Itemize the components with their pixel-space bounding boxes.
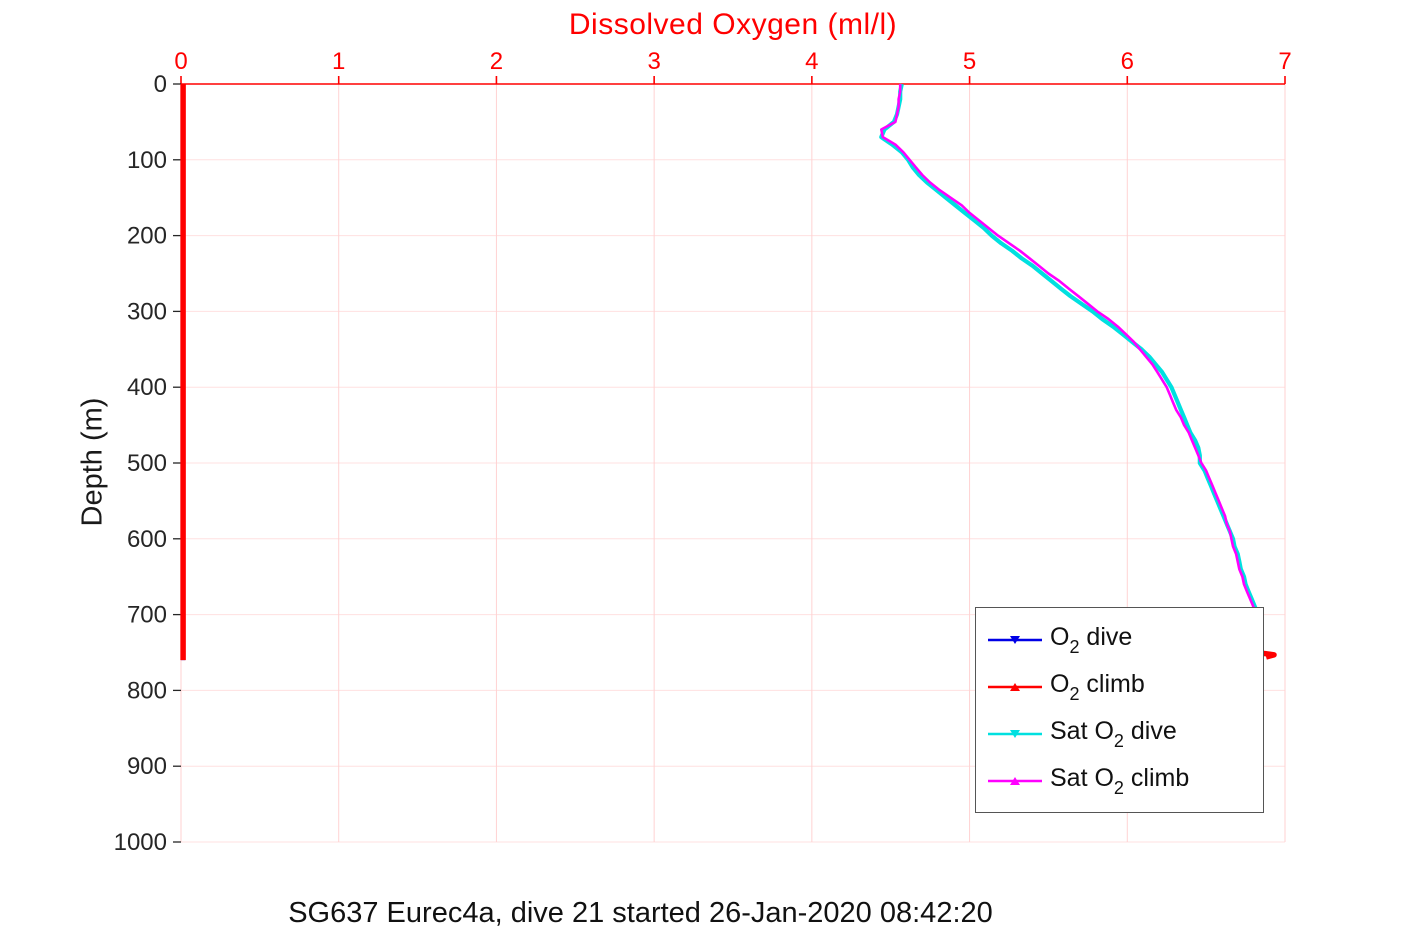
y-tick-label: 700 (127, 602, 167, 629)
legend-sample-line (988, 776, 1042, 785)
x-tick-label: 5 (963, 48, 976, 75)
y-axis-label: Depth (m) (76, 397, 109, 527)
y-tick-label: 200 (127, 223, 167, 250)
x-tick-label: 1 (332, 48, 345, 75)
legend-sample-line (988, 729, 1042, 738)
triangle-up-marker-icon (1010, 682, 1020, 691)
y-tick-label: 600 (127, 526, 167, 553)
legend-entry-label: O2 dive (1050, 623, 1133, 657)
figure-caption: SG637 Eurec4a, dive 21 started 26-Jan-20… (288, 897, 993, 929)
legend-entry-label: Sat O2 dive (1050, 717, 1177, 751)
x-tick-label: 6 (1121, 48, 1134, 75)
y-tick-label: 900 (127, 753, 167, 780)
x-tick-label: 2 (490, 48, 503, 75)
legend-entry[interactable]: O2 climb (988, 670, 1259, 704)
series-sat-o2-dive (879, 83, 1261, 616)
series-sat-o2-climb (880, 84, 1258, 616)
x-tick-label: 3 (647, 48, 660, 75)
legend-entry[interactable]: Sat O2 dive (988, 717, 1259, 751)
legend-entry-label: O2 climb (1050, 670, 1145, 704)
y-tick-label: 0 (154, 71, 167, 98)
y-axis: 0 100 200 300 400 500 600 700 800 900 1000 (114, 71, 181, 856)
x-tick-label: 0 (174, 48, 187, 75)
series-lines (180, 83, 1277, 661)
triangle-up-marker-icon (1010, 776, 1020, 785)
chart-title: Dissolved Oxygen (ml/l) (568, 8, 898, 41)
legend-entry[interactable]: O2 dive (988, 623, 1259, 657)
y-tick-label: 800 (127, 677, 167, 704)
x-tick-label: 7 (1278, 48, 1291, 75)
x-axis: 0 1 2 3 4 5 6 7 (174, 48, 1292, 85)
y-tick-label: 100 (127, 147, 167, 174)
series-o2-climb (180, 84, 1277, 661)
y-tick-label: 1000 (114, 829, 167, 856)
legend-sample-line (988, 682, 1042, 691)
y-tick-label: 400 (127, 374, 167, 401)
legend-entry[interactable]: Sat O2 climb (988, 764, 1259, 798)
y-tick-label: 300 (127, 298, 167, 325)
legend: O2 dive O2 climb Sat O2 dive Sat O2 climb (975, 607, 1264, 813)
triangle-down-marker-icon (1010, 729, 1020, 738)
x-tick-label: 4 (805, 48, 818, 75)
legend-sample-line (988, 635, 1042, 644)
y-tick-label: 500 (127, 450, 167, 477)
triangle-down-marker-icon (1010, 635, 1020, 644)
legend-entry-label: Sat O2 climb (1050, 764, 1190, 798)
